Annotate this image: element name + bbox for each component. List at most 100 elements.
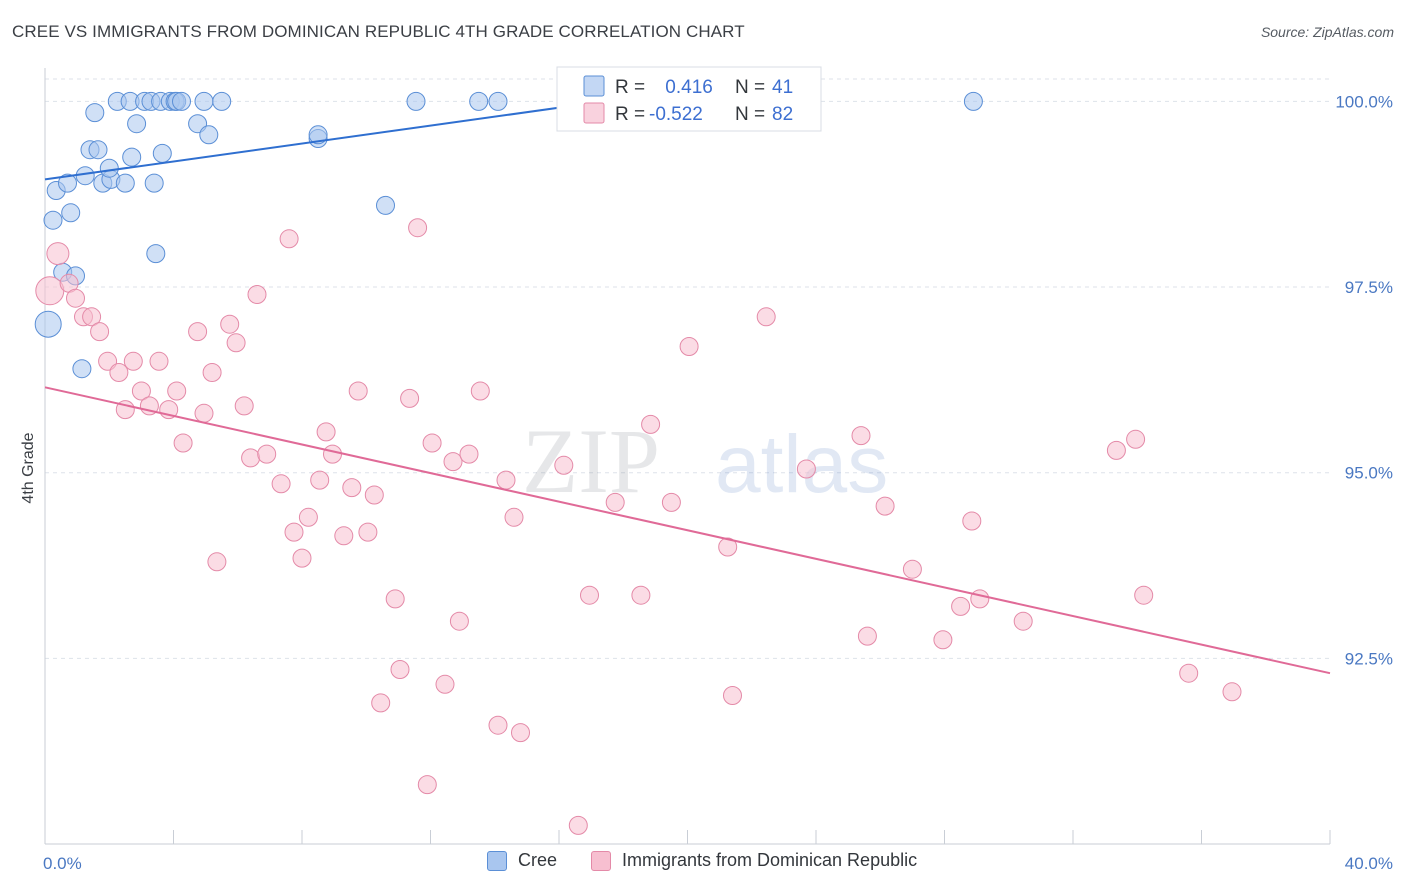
point-dom-50: [459, 444, 479, 464]
x-tick-label-1: 40.0%: [1345, 854, 1393, 873]
point-dom-21: [220, 314, 240, 334]
point-dom-17: [188, 322, 208, 342]
point-dom-55: [511, 723, 530, 743]
point-dom-25: [247, 285, 267, 304]
point-dom-22: [226, 333, 246, 353]
point-dom-10: [123, 351, 143, 371]
point-dom-72: [933, 630, 953, 650]
point-cree-36: [376, 195, 395, 215]
point-dom-68: [851, 426, 871, 446]
series-label-cree: Cree: [518, 850, 558, 870]
point-dom-29: [284, 522, 304, 542]
point-dom-73: [951, 596, 971, 616]
point-dom-1: [46, 242, 70, 266]
point-dom-44: [408, 218, 428, 238]
point-dom-28: [279, 229, 299, 249]
legend-swatch-dom: [583, 102, 605, 124]
point-dom-56: [554, 455, 574, 475]
point-cree-11: [88, 140, 108, 160]
y-axis-label: 4th Grade: [20, 432, 37, 503]
point-dom-67: [796, 459, 816, 479]
point-dom-16: [173, 433, 193, 453]
point-dom-20: [207, 552, 227, 572]
series-swatch-dom: [591, 850, 611, 871]
point-dom-13: [149, 351, 169, 371]
y-tick-label-2: 95.0%: [1345, 464, 1393, 483]
legend-n-value-cree: 41: [772, 77, 793, 98]
legend-r-label-dom: R =: [615, 104, 645, 125]
point-dom-64: [718, 537, 738, 557]
point-dom-76: [1013, 611, 1033, 631]
point-dom-38: [358, 522, 378, 542]
trend-lines: [44, 100, 1331, 675]
point-dom-23: [234, 396, 254, 416]
point-dom-60: [631, 585, 651, 605]
point-dom-79: [1134, 585, 1154, 605]
point-dom-74: [962, 511, 982, 531]
legend-r-label-cree: R =: [615, 77, 645, 98]
point-dom-47: [435, 674, 455, 694]
point-dom-39: [364, 485, 384, 505]
point-cree-22: [144, 173, 164, 193]
point-dom-65: [723, 686, 742, 705]
point-dom-52: [488, 715, 508, 735]
tick-labels: 100.0% 97.5% 95.0% 92.5% 0.0% 40.0%: [43, 92, 1393, 873]
point-cree-14: [99, 158, 119, 178]
x-tick-label-0: 0.0%: [43, 854, 82, 873]
legend-n-label-dom: N =: [735, 104, 765, 125]
point-dom-7: [98, 351, 118, 371]
point-cree-1: [43, 210, 63, 230]
point-dom-24: [241, 448, 261, 468]
series-legend-item-dom[interactable]: Immigrants from Dominican Republic: [591, 850, 917, 871]
point-dom-63: [679, 337, 699, 356]
point-dom-36: [342, 478, 362, 498]
point-cree-19: [127, 114, 147, 134]
point-dom-69: [857, 626, 877, 646]
point-dom-51: [470, 381, 490, 401]
point-dom-46: [422, 433, 442, 453]
point-dom-27: [271, 474, 291, 494]
legend-swatch-cree: [583, 75, 605, 97]
point-dom-41: [385, 589, 405, 609]
point-cree-7: [72, 359, 92, 379]
point-cree-23: [146, 244, 166, 264]
point-cree-4: [58, 173, 77, 193]
y-tick-label-3: 92.5%: [1345, 649, 1393, 668]
series-legend-item-cree[interactable]: Cree: [487, 850, 557, 871]
point-dom-75: [970, 589, 990, 609]
point-dom-26: [257, 444, 277, 464]
point-cree-29: [172, 91, 191, 111]
point-dom-8: [109, 363, 129, 382]
point-dom-49: [449, 611, 469, 631]
point-dom-32: [310, 470, 330, 490]
point-dom-53: [496, 470, 516, 490]
legend-r-value-dom: -0.522: [649, 104, 703, 125]
trend-line-cree: [44, 100, 605, 181]
point-dom-18: [194, 403, 214, 423]
point-dom-70: [875, 496, 895, 516]
point-cree-37: [406, 91, 426, 111]
series-swatch-cree: [487, 850, 507, 871]
point-dom-11: [131, 381, 151, 401]
point-dom-37: [348, 381, 368, 401]
point-dom-77: [1106, 440, 1126, 460]
point-cree-32: [199, 125, 219, 145]
point-dom-59: [605, 492, 625, 512]
watermark: ZIP atlas: [522, 410, 888, 512]
point-dom-40: [371, 693, 391, 713]
legend-n-label-cree: N =: [735, 77, 765, 98]
watermark-zip: ZIP: [522, 410, 660, 512]
point-cree-39: [488, 91, 508, 111]
point-dom-57: [568, 815, 588, 835]
point-dom-6: [90, 322, 110, 342]
point-dom-80: [1179, 663, 1199, 683]
point-cree-33: [212, 91, 232, 111]
point-dom-33: [316, 422, 336, 442]
point-dom-0: [35, 276, 65, 306]
point-dom-43: [400, 388, 420, 408]
axes: [44, 68, 1331, 845]
point-dom-42: [390, 660, 410, 679]
chart-title: CREE VS IMMIGRANTS FROM DOMINICAN REPUBL…: [12, 22, 745, 41]
point-dom-81: [1222, 682, 1242, 702]
